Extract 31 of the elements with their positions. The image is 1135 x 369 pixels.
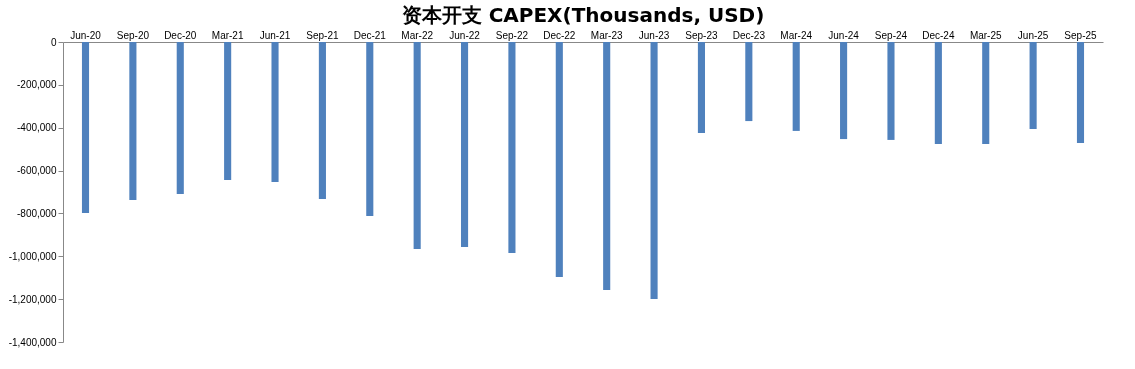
x-tick-label: Jun-22 [449, 29, 481, 41]
x-tick-label: Mar-21 [211, 29, 244, 41]
x-tick-label: Dec-22 [543, 29, 576, 41]
y-tick-label: -1,000,000 [8, 250, 57, 262]
x-tick-label: Dec-23 [732, 29, 766, 41]
x-tick-label: Dec-21 [353, 29, 387, 41]
x-tick-label: Mar-23 [590, 29, 623, 41]
x-tick-label: Sep-22 [495, 29, 529, 41]
x-tick-label: Mar-25 [969, 29, 1002, 41]
x-tick-label: Sep-21 [306, 29, 339, 41]
x-tick-label: Jun-20 [70, 29, 102, 41]
y-tick-label: -1,400,000 [8, 336, 57, 348]
x-tick-label: Jun-24 [828, 29, 860, 41]
y-tick-label: -200,000 [17, 79, 57, 91]
x-tick-label: Jun-23 [638, 29, 670, 41]
x-tick-label: Dec-20 [164, 29, 197, 41]
y-tick-label: 0 [50, 36, 57, 48]
x-tick-label: Sep-20 [116, 29, 150, 41]
y-tick-label: -800,000 [17, 207, 57, 219]
x-tick-label: Jun-25 [1017, 29, 1049, 41]
y-tick-label: -1,200,000 [8, 293, 57, 305]
x-tick-label: Sep-24 [874, 29, 908, 41]
y-tick-label: -400,000 [17, 122, 57, 134]
x-tick-label: Mar-24 [780, 29, 813, 41]
x-tick-label: Sep-25 [1064, 29, 1098, 41]
x-tick-label: Jun-21 [259, 29, 291, 41]
y-tick-label: -600,000 [17, 165, 57, 177]
x-tick-label: Dec-24 [922, 29, 955, 41]
x-tick-label: Sep-23 [685, 29, 719, 41]
x-tick-label: Mar-22 [401, 29, 434, 41]
chart-title: 资本开支 CAPEX(Thousands, USD) [401, 3, 765, 27]
